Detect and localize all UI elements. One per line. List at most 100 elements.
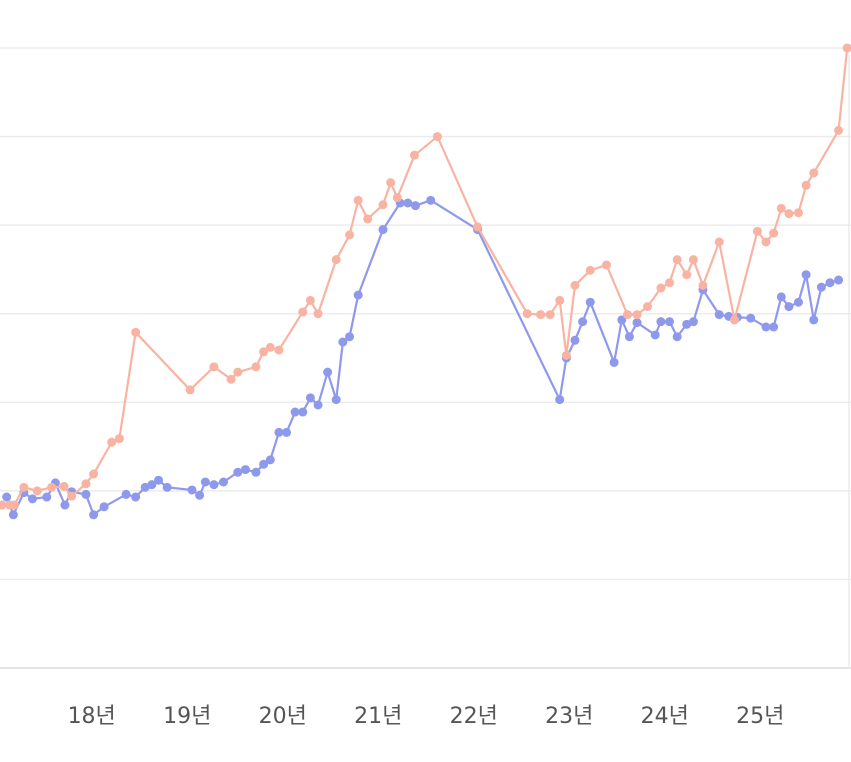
data-point — [729, 315, 739, 325]
data-point — [378, 225, 388, 235]
x-tick-label: 21년 — [354, 704, 402, 729]
data-point — [27, 494, 37, 504]
data-point — [825, 278, 835, 288]
data-point — [259, 459, 269, 469]
data-point — [752, 226, 762, 236]
x-tick-label: 23년 — [545, 704, 593, 729]
data-point — [392, 193, 402, 203]
x-tick-label: 20년 — [259, 704, 307, 729]
data-point — [473, 222, 483, 232]
data-point — [265, 342, 275, 352]
data-point — [801, 270, 811, 280]
data-point — [793, 208, 803, 218]
data-point — [345, 332, 355, 342]
data-point — [19, 482, 29, 492]
data-point — [313, 309, 323, 319]
data-point — [545, 310, 555, 320]
data-point — [698, 280, 708, 290]
data-point — [353, 195, 363, 205]
data-point — [274, 427, 284, 437]
data-point — [363, 214, 373, 224]
data-point — [522, 309, 532, 319]
data-point — [656, 283, 666, 293]
data-point — [209, 480, 219, 490]
data-point — [331, 255, 341, 265]
data-point — [99, 502, 109, 512]
data-point — [2, 492, 12, 502]
data-point — [672, 255, 682, 265]
data-point — [410, 201, 420, 211]
data-point — [426, 195, 436, 205]
data-point — [784, 209, 794, 219]
data-point — [403, 198, 413, 208]
data-point — [665, 317, 675, 327]
data-point — [209, 362, 219, 372]
data-point — [688, 255, 698, 265]
data-point — [570, 280, 580, 290]
data-point — [185, 385, 195, 395]
data-point — [816, 282, 826, 292]
data-point — [410, 150, 420, 160]
data-point — [761, 322, 771, 332]
data-point — [89, 510, 99, 520]
data-point — [432, 132, 442, 142]
data-point — [233, 467, 243, 477]
data-point — [776, 292, 786, 302]
data-point — [842, 43, 851, 53]
data-point — [672, 332, 682, 342]
data-point — [585, 265, 595, 275]
data-point — [282, 427, 292, 437]
data-point — [650, 330, 660, 340]
data-point — [274, 345, 284, 355]
data-point — [121, 489, 131, 499]
data-point — [259, 347, 269, 357]
data-point — [656, 317, 666, 327]
data-point — [305, 393, 315, 403]
data-point — [769, 228, 779, 238]
data-point — [834, 275, 844, 285]
data-point — [632, 318, 642, 328]
x-tick-label: 22년 — [450, 704, 498, 729]
data-point — [561, 350, 571, 360]
data-point — [42, 492, 52, 502]
data-point — [714, 310, 724, 320]
data-point — [298, 307, 308, 317]
x-tick-label: 25년 — [736, 704, 784, 729]
data-point — [761, 237, 771, 247]
data-point — [233, 367, 243, 377]
data-point — [305, 295, 315, 305]
data-point — [47, 482, 57, 492]
data-point — [784, 302, 794, 312]
data-point — [60, 500, 70, 510]
data-point — [298, 407, 308, 417]
data-point — [378, 200, 388, 210]
data-point — [154, 475, 164, 485]
data-point — [682, 270, 692, 280]
data-point — [769, 322, 779, 332]
data-point — [147, 480, 157, 490]
data-point — [331, 395, 341, 405]
data-point — [801, 180, 811, 190]
data-point — [809, 315, 819, 325]
data-point — [59, 481, 69, 491]
data-point — [809, 168, 819, 178]
data-point — [609, 357, 619, 367]
data-point — [555, 295, 565, 305]
data-point — [265, 455, 275, 465]
data-point — [162, 482, 172, 492]
data-point — [131, 327, 141, 337]
data-point — [536, 310, 546, 320]
data-point — [746, 313, 756, 323]
data-point — [0, 500, 7, 510]
data-point — [834, 125, 844, 135]
data-point — [195, 490, 205, 500]
x-tick-label: 19년 — [163, 704, 211, 729]
data-point — [81, 489, 91, 499]
data-point — [345, 230, 355, 240]
data-point — [313, 400, 323, 410]
data-point — [578, 317, 588, 327]
data-point — [617, 315, 627, 325]
data-point — [107, 437, 117, 447]
series-line — [1, 47, 849, 507]
